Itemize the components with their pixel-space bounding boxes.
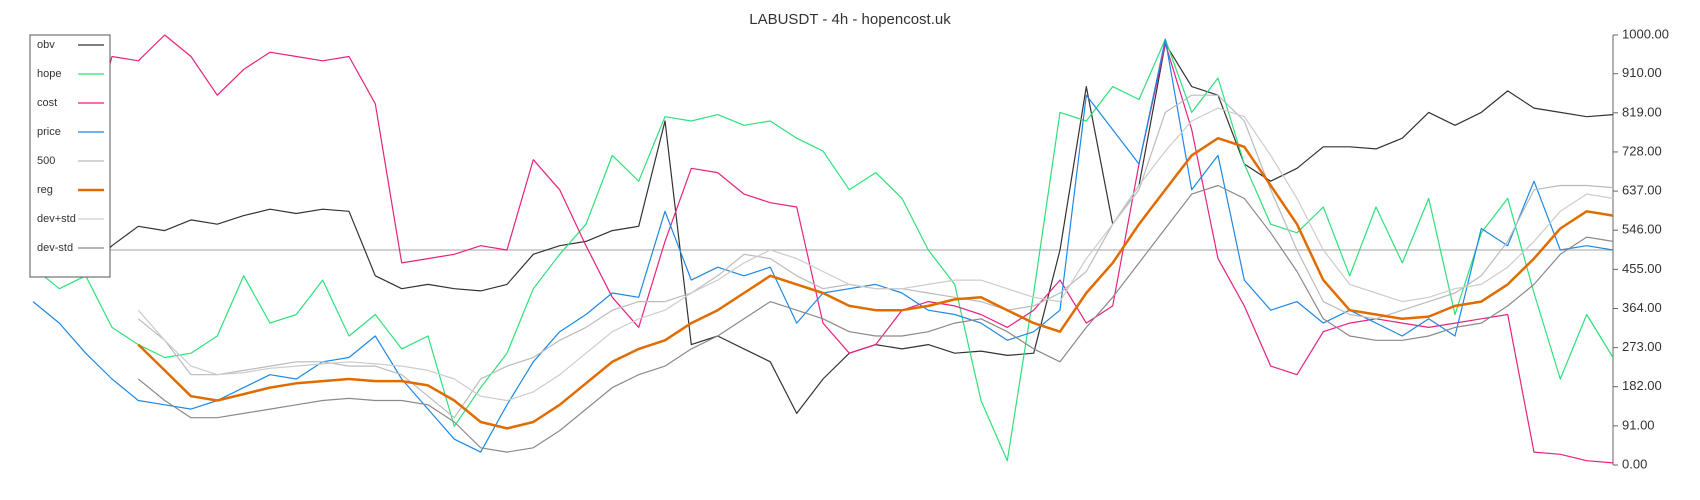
legend-label: reg <box>37 184 53 196</box>
series-line <box>32 43 1614 414</box>
y-tick-label: 91.00 <box>1622 417 1655 432</box>
y-tick-label: 455.00 <box>1622 261 1662 276</box>
series-line <box>137 184 1614 453</box>
series-line <box>137 136 1614 430</box>
chart-title: LABUSDT - 4h - hopencost.uk <box>749 11 951 28</box>
series-line <box>137 94 1614 419</box>
legend-label: dev+std <box>37 213 76 225</box>
legend-label: price <box>37 126 61 138</box>
legend-label: cost <box>37 97 57 109</box>
legend-label: dev-std <box>37 242 73 254</box>
legend-label: hope <box>37 68 61 80</box>
y-tick-label: 182.00 <box>1622 378 1662 393</box>
y-tick-label: 0.00 <box>1622 456 1647 471</box>
legend-box <box>29 34 111 278</box>
y-tick-label: 364.00 <box>1622 300 1662 315</box>
series-line <box>137 107 1614 402</box>
y-tick-label: 728.00 <box>1622 143 1662 158</box>
y-tick-label: 546.00 <box>1622 222 1662 237</box>
legend-label: obv <box>37 39 55 51</box>
series-line <box>32 38 1614 453</box>
y-tick-label: 273.00 <box>1622 339 1662 354</box>
legend-label: 500 <box>37 155 55 167</box>
y-tick-label: 819.00 <box>1622 104 1662 119</box>
series-line <box>32 38 1614 462</box>
legend: obv hope cost price 500 reg dev+std dev-std <box>29 34 111 278</box>
y-tick-label: 637.00 <box>1622 183 1662 198</box>
series-line <box>85 34 1614 464</box>
y-tick-label: 910.00 <box>1622 65 1662 80</box>
y-tick-label: 1000.00 <box>1622 26 1669 41</box>
